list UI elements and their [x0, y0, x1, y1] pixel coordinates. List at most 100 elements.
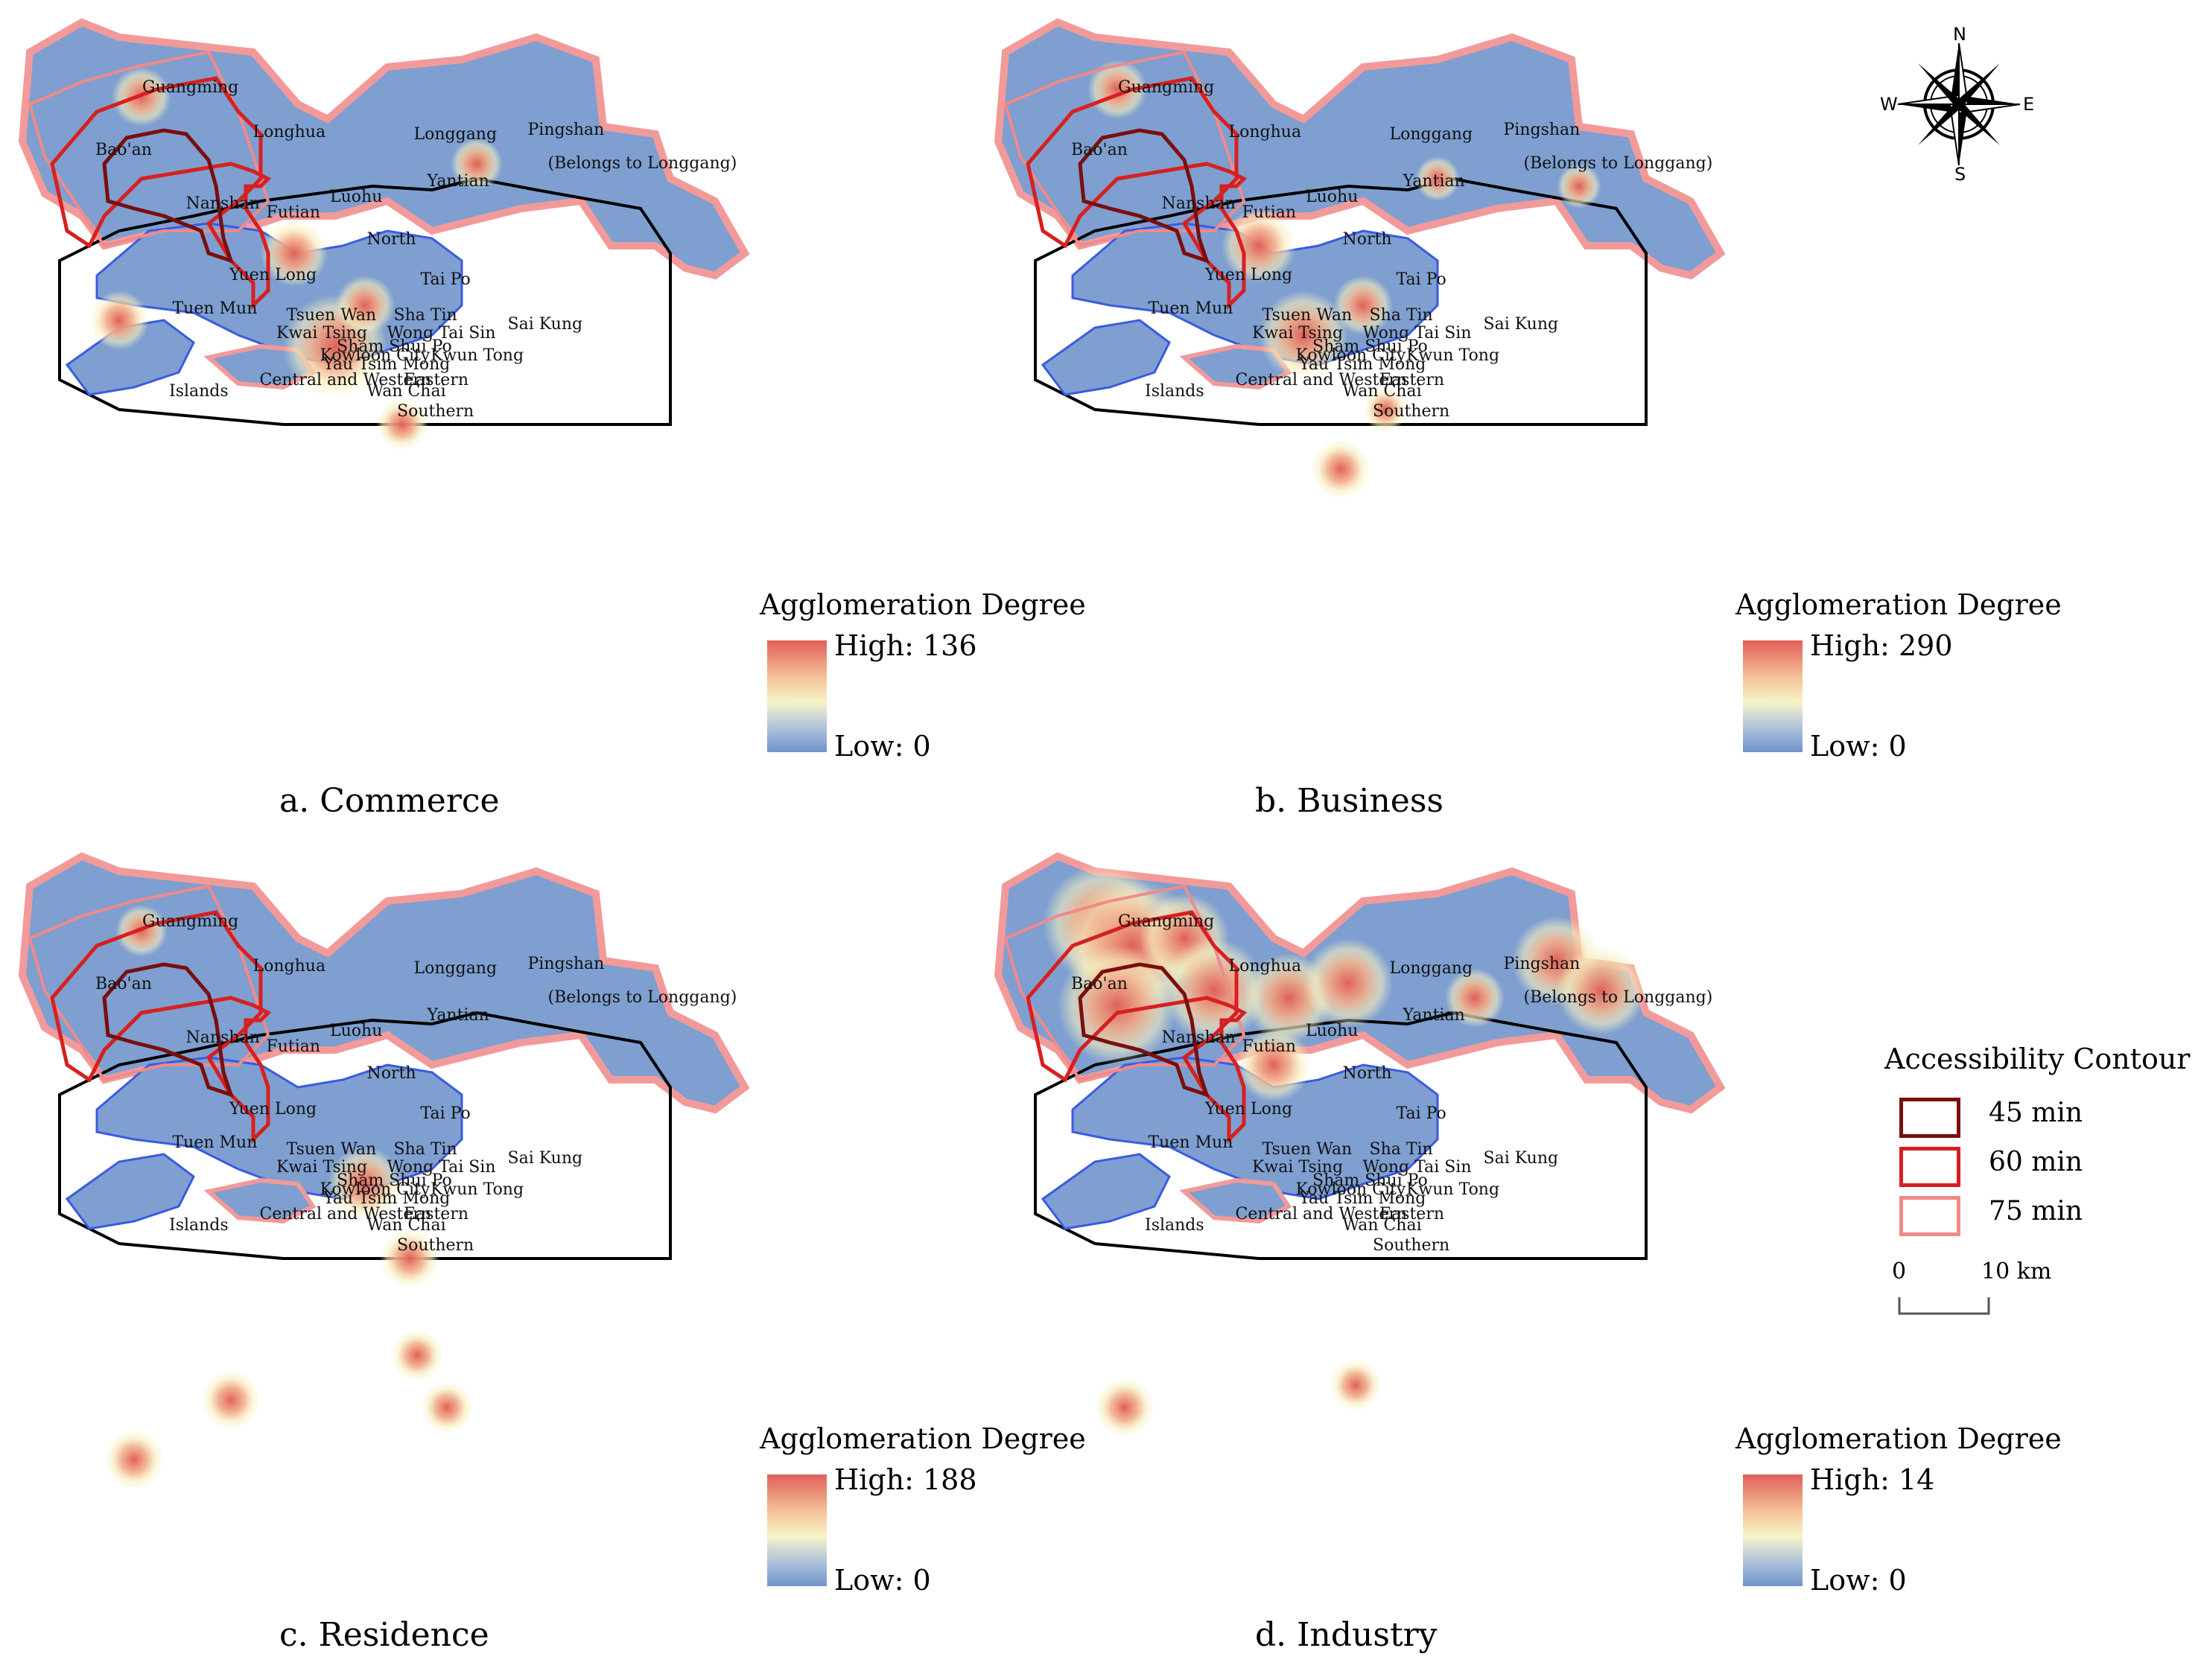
islands-landmass	[1041, 319, 1171, 396]
agglomeration-hotspot	[1557, 946, 1646, 1035]
place-label: Guangming	[142, 78, 238, 97]
place-label: Longgang	[1390, 125, 1473, 144]
place-label: Sai Kung	[1484, 315, 1559, 334]
agglomeration-hotspot	[391, 1329, 443, 1381]
place-label: Central and Western	[1236, 371, 1408, 389]
hong-kong-boundary	[58, 1011, 672, 1260]
place-label: Yau Tsim Mong	[1298, 1189, 1426, 1208]
place-label: Sham Shui Po	[337, 337, 452, 356]
place-label: Islands	[1145, 382, 1204, 401]
place-label: Yau Tsim Mong	[323, 1189, 450, 1208]
panel-caption: b. Business	[1255, 782, 1443, 820]
place-label: Yantian	[427, 1006, 489, 1025]
place-label: Futian	[267, 203, 321, 222]
compass-east-label: E	[2023, 94, 2035, 115]
place-label: Sham Shui Po	[1312, 337, 1428, 356]
place-label: Eastern	[404, 371, 469, 389]
map-panel-commerce: Guangming Bao'an Longhua Longgang Pingshan (B…	[15, 7, 1102, 827]
islands-landmass	[1041, 1153, 1171, 1230]
place-label: Wan Chai	[367, 1216, 446, 1235]
compass-rose-icon	[1897, 42, 2021, 166]
legend-high-label: High: 136	[834, 629, 977, 662]
place-label: Yantian	[1403, 1006, 1465, 1025]
place-label: Tai Po	[421, 1104, 471, 1123]
place-label: Luohu	[330, 188, 382, 206]
agglomeration-legend: Agglomeration Degree High: 136 Low: 0	[760, 588, 1117, 782]
agglomeration-hotspot	[1557, 164, 1601, 209]
place-label: Longgang	[1390, 959, 1473, 978]
agglomeration-hotspot	[451, 138, 503, 190]
place-label: Bao'an	[95, 141, 152, 159]
access-legend-label: 75 min	[1989, 1196, 2083, 1226]
map-canvas: Guangming Bao'an Longhua Longgang Pingshan (B…	[994, 18, 1726, 499]
contour-75-min	[28, 50, 270, 248]
hk-island-landmass	[1179, 1177, 1292, 1224]
agglomeration-hotspot	[376, 398, 428, 451]
place-label: Sha Tin	[394, 306, 457, 325]
agglomeration-hotspot	[1415, 156, 1460, 201]
agglomeration-hotspot	[335, 276, 395, 335]
place-label: Luohu	[1306, 188, 1358, 206]
place-label: Pingshan	[528, 121, 605, 139]
contour-75-min	[28, 884, 270, 1082]
agglomeration-hotspot	[421, 1381, 473, 1434]
agglomeration-hotspot	[1311, 439, 1371, 499]
agglomeration-legend: Agglomeration Degree High: 290 Low: 0	[1735, 588, 2093, 782]
place-label: Luohu	[330, 1022, 382, 1040]
place-label: Nanshan	[186, 1028, 260, 1047]
agglomeration-hotspot	[1303, 938, 1393, 1028]
agglomeration-hotspot	[380, 1229, 439, 1288]
place-label: Eastern	[404, 1205, 469, 1224]
place-label: Wan Chai	[1343, 1216, 1422, 1235]
place-label: Tuen Mun	[1149, 1133, 1233, 1152]
place-label: Sai Kung	[1484, 1149, 1559, 1168]
place-label: Nanshan	[1162, 1028, 1236, 1047]
place-label: Kwun Tong	[1406, 346, 1499, 365]
place-label: Tai Po	[421, 270, 471, 289]
contour-75-min	[1003, 50, 1246, 248]
legend-title: Agglomeration Degree	[1735, 588, 2062, 621]
scale-zero-label: 0	[1892, 1259, 1907, 1285]
place-label: North	[367, 1064, 416, 1083]
place-label: Nanshan	[1162, 194, 1236, 213]
accessibility-contour-legend: Accessibility Contour 45 min 60 min 75 m…	[1884, 1043, 2197, 1340]
place-label: Kowloon City	[320, 1180, 431, 1199]
map-panel-business: Guangming Bao'an Longhua Longgang Pingshan (B…	[991, 7, 2078, 827]
legend-high-label: High: 290	[1810, 629, 1953, 662]
place-label: Wong Tai Sin	[387, 324, 496, 343]
contour-45-min	[102, 128, 234, 264]
place-label: Kowloon City	[320, 346, 431, 365]
access-legend-item-45: 45 min	[1892, 1095, 2190, 1138]
place-label: Pingshan	[528, 955, 605, 973]
scale-ten-label: 10 km	[1981, 1259, 2052, 1285]
place-label: Yantian	[1403, 172, 1465, 191]
agglomeration-hotspot	[1363, 387, 1408, 432]
place-label: Tuen Mun	[173, 1133, 258, 1152]
panel-caption: a. Commerce	[279, 782, 500, 820]
contour-45-min	[102, 962, 234, 1098]
contour-swatch-60	[1899, 1147, 1960, 1187]
place-label: Yuen Long	[229, 266, 317, 284]
contour-60-min	[50, 910, 272, 1145]
place-label: Tai Po	[1397, 1104, 1446, 1123]
contour-75-min	[1003, 884, 1246, 1082]
place-label: Tuen Mun	[1149, 299, 1233, 318]
map-panel-industry: Guangming Bao'an Longhua Longgang Pingshan (B…	[991, 841, 2078, 1661]
place-label: Futian	[1242, 1037, 1297, 1056]
access-legend-label: 60 min	[1989, 1147, 2083, 1177]
place-label: Islands	[169, 1216, 229, 1235]
place-label: Tsuen Wan	[1263, 1140, 1353, 1159]
compass-south-label: S	[1954, 164, 1966, 185]
agglomeration-hotspot	[104, 1430, 164, 1489]
hk-island-landmass	[203, 1177, 317, 1224]
access-legend-item-75: 75 min	[1892, 1193, 2190, 1236]
place-label: Islands	[169, 382, 229, 401]
place-label: Guangming	[1118, 912, 1214, 931]
north-arrow-icon: N S E W	[1880, 24, 2035, 185]
agglomeration-hotspot	[1087, 60, 1147, 119]
place-label: Central and Western	[260, 371, 432, 389]
map-canvas: Guangming Bao'an Longhua Longgang Pingshan (B…	[18, 18, 750, 451]
islands-landmass	[65, 1153, 195, 1230]
hong-kong-boundary	[58, 176, 672, 426]
place-label: Sha Tin	[1370, 306, 1433, 325]
